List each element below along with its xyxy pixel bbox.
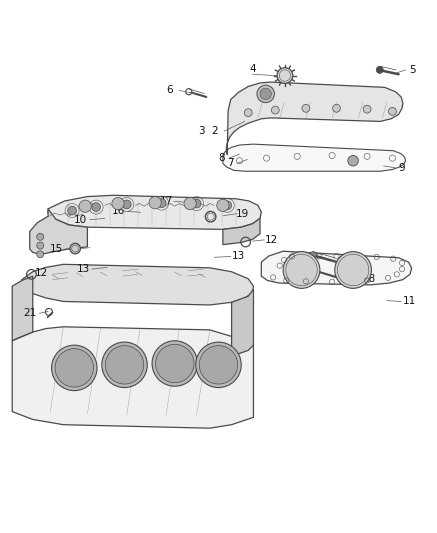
Text: 19: 19	[236, 208, 249, 219]
Text: 12: 12	[264, 235, 277, 245]
Circle shape	[277, 68, 293, 83]
Circle shape	[184, 197, 196, 209]
Polygon shape	[223, 144, 406, 171]
Circle shape	[257, 85, 274, 103]
Circle shape	[363, 105, 371, 113]
Text: 12: 12	[35, 269, 48, 278]
Circle shape	[122, 200, 131, 209]
Circle shape	[333, 104, 340, 112]
Circle shape	[223, 201, 232, 209]
Polygon shape	[232, 289, 253, 356]
Text: 7: 7	[227, 158, 234, 168]
Polygon shape	[12, 276, 33, 341]
Circle shape	[157, 199, 166, 207]
Circle shape	[376, 66, 383, 74]
Circle shape	[37, 233, 44, 240]
Text: 5: 5	[409, 65, 416, 75]
Text: 2: 2	[211, 126, 218, 136]
Text: 13: 13	[232, 252, 245, 262]
Text: 3: 3	[198, 126, 205, 136]
Circle shape	[244, 109, 252, 117]
Text: 15: 15	[50, 244, 63, 254]
Circle shape	[70, 244, 80, 254]
Circle shape	[105, 345, 144, 384]
Text: 18: 18	[363, 274, 376, 284]
Circle shape	[260, 88, 271, 100]
Circle shape	[196, 342, 241, 387]
Polygon shape	[226, 82, 403, 155]
Polygon shape	[12, 327, 253, 428]
Text: 20: 20	[347, 258, 361, 268]
Circle shape	[199, 345, 238, 384]
Polygon shape	[261, 251, 412, 285]
Text: 16: 16	[112, 206, 125, 216]
Circle shape	[192, 199, 201, 208]
Text: 10: 10	[74, 215, 87, 225]
Circle shape	[335, 252, 371, 288]
Circle shape	[156, 344, 194, 383]
Text: 13: 13	[76, 264, 90, 274]
Text: 8: 8	[218, 153, 225, 163]
Circle shape	[112, 197, 124, 209]
Text: 17: 17	[160, 196, 173, 206]
Text: 6: 6	[166, 85, 173, 94]
Circle shape	[102, 342, 147, 387]
Circle shape	[52, 345, 97, 391]
Text: 4: 4	[249, 64, 256, 74]
Polygon shape	[223, 219, 260, 245]
Polygon shape	[30, 209, 87, 254]
Polygon shape	[48, 195, 261, 229]
Circle shape	[302, 104, 310, 112]
Circle shape	[79, 200, 91, 212]
Text: 11: 11	[403, 296, 416, 306]
Circle shape	[37, 251, 44, 258]
Circle shape	[309, 252, 316, 259]
Circle shape	[217, 199, 229, 212]
Circle shape	[348, 156, 358, 166]
Circle shape	[388, 108, 396, 115]
Text: 21: 21	[23, 308, 36, 318]
Circle shape	[55, 349, 94, 387]
Circle shape	[152, 341, 198, 386]
Circle shape	[68, 206, 76, 215]
Circle shape	[271, 106, 279, 114]
Text: 9: 9	[399, 163, 406, 173]
Circle shape	[92, 203, 101, 212]
Circle shape	[283, 252, 320, 288]
Circle shape	[149, 197, 161, 209]
Circle shape	[37, 242, 44, 249]
Polygon shape	[22, 264, 253, 305]
